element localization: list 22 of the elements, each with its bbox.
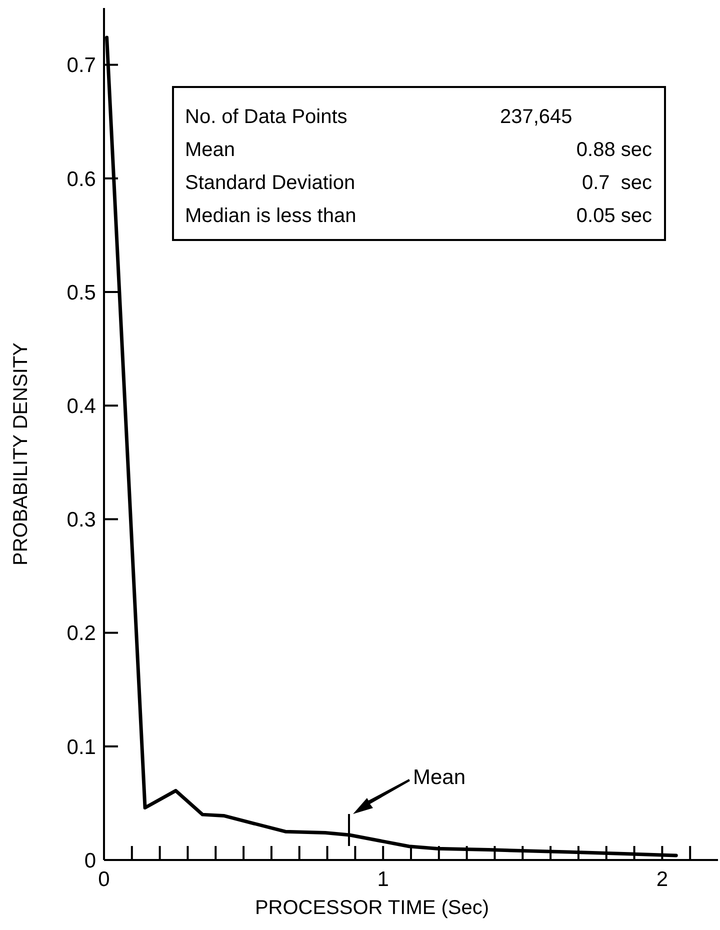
x-axis-title: PROCESSOR TIME (Sec)	[254, 897, 490, 919]
x-tick-label: 0	[98, 868, 110, 891]
y-tick-label: 0.1	[66, 736, 96, 759]
y-tick-label: 0.2	[66, 622, 96, 646]
y-tick-label: 0.6	[66, 168, 96, 191]
x-tick-label: 2	[656, 868, 668, 891]
annotation: Mean	[185, 139, 236, 161]
y-axis-title: PROBABILITY DENSITY	[10, 342, 32, 566]
annotation: Mean	[413, 766, 466, 789]
x-tick-label: 1	[377, 868, 389, 891]
y-tick-label: 0.4	[66, 394, 96, 418]
annotation: No. of Data Points	[185, 106, 348, 128]
y-tick-label: 0	[84, 849, 96, 872]
y-tick-label: 0.5	[66, 281, 96, 304]
annotation: 0.88 sec	[576, 139, 652, 161]
annotation: Median is less than	[185, 205, 356, 227]
annotation: 0.05 sec	[576, 205, 652, 227]
annotation: 237,645	[500, 106, 572, 128]
y-tick-label: 0.7	[66, 54, 96, 78]
y-tick-label: 0.3	[66, 508, 96, 532]
annotation: 0.7 sec	[582, 172, 652, 194]
annotation: Standard Deviation	[185, 172, 356, 194]
